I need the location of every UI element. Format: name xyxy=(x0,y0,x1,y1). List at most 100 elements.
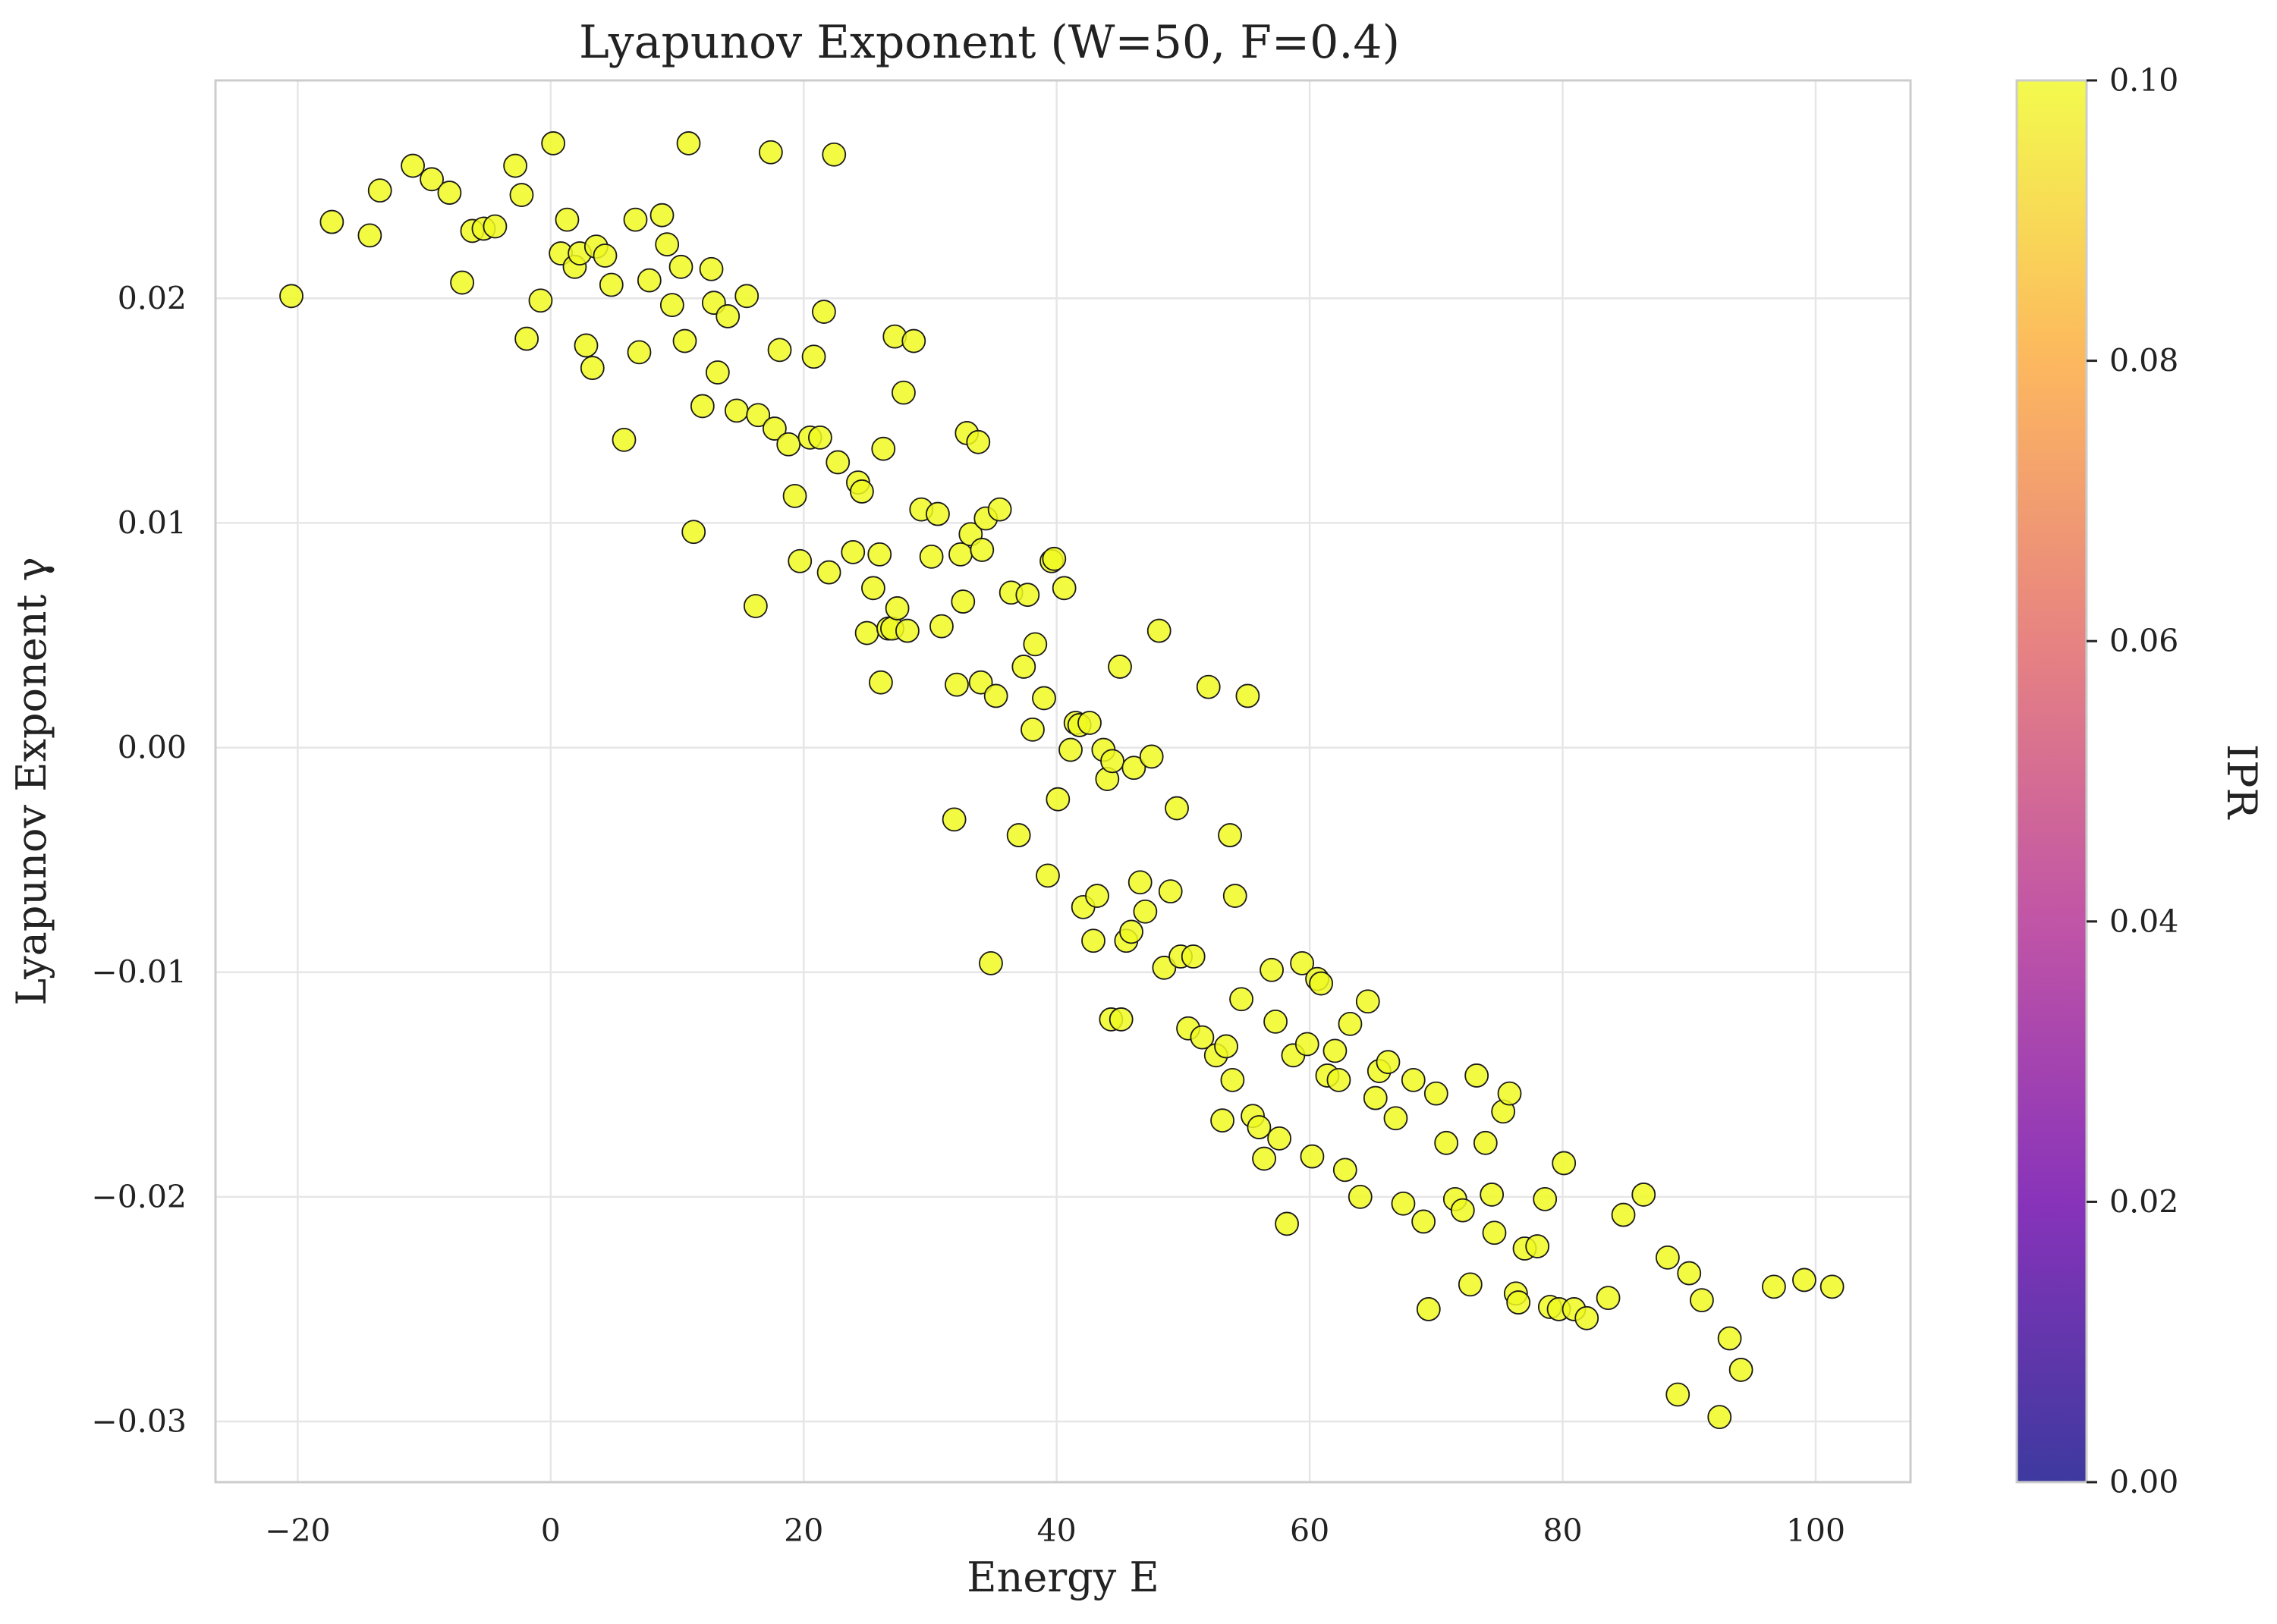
scatter-point xyxy=(758,140,783,165)
plot-background xyxy=(215,80,1911,1482)
scatter-point xyxy=(861,576,885,601)
scatter-point xyxy=(1133,899,1158,924)
scatter-point xyxy=(1707,1405,1732,1430)
scatter-point xyxy=(776,432,801,457)
scatter-point xyxy=(812,300,836,324)
plot-frame xyxy=(214,79,1912,1484)
scatter-point xyxy=(1506,1290,1531,1315)
scatter-point xyxy=(919,544,944,569)
scatter-point xyxy=(705,360,730,385)
scatter-point xyxy=(869,670,893,695)
scatter-point xyxy=(357,223,382,248)
scatter-point xyxy=(987,497,1012,522)
scatter-point xyxy=(850,479,874,504)
scatter-point xyxy=(1322,1038,1348,1063)
scatter-point xyxy=(867,542,892,567)
scatter-point xyxy=(1290,950,1314,975)
scatter-point xyxy=(767,338,792,363)
scatter-point xyxy=(1552,1151,1577,1176)
scatter-point xyxy=(841,540,866,564)
scatter-point xyxy=(1717,1326,1742,1351)
scatter-point xyxy=(1121,755,1146,781)
scatter-point xyxy=(668,254,693,279)
y-tick-label: 0.02 xyxy=(118,280,187,316)
scatter-point xyxy=(1464,1063,1489,1088)
scatter-point xyxy=(1596,1286,1621,1311)
scatter-point xyxy=(1220,1067,1245,1092)
scatter-point xyxy=(970,538,995,562)
scatter-point xyxy=(528,288,553,313)
colorbar-label: IPR xyxy=(2218,744,2266,820)
scatter-point xyxy=(1355,989,1380,1014)
scatter-point xyxy=(1181,944,1206,969)
scatter-point xyxy=(1267,1126,1291,1151)
scatter-point xyxy=(983,683,1008,708)
y-tick-label: 0.01 xyxy=(118,504,187,541)
scatter-point xyxy=(1081,928,1105,953)
scatter-point xyxy=(1229,987,1253,1012)
scatter-point xyxy=(1152,955,1177,980)
scatter-point xyxy=(437,181,462,205)
scatter-point xyxy=(1525,1234,1550,1258)
scatter-point xyxy=(509,183,534,207)
scatter-point xyxy=(1762,1274,1786,1299)
scatter-point xyxy=(1294,1032,1319,1057)
colorbar-tick-label: 0.00 xyxy=(2109,1464,2178,1500)
scatter-point xyxy=(808,425,832,450)
scatter-point xyxy=(672,328,697,353)
colorbar xyxy=(2015,79,2088,1484)
scatter-point xyxy=(1348,1184,1373,1209)
scatter-point xyxy=(1109,1007,1134,1032)
scatter-point xyxy=(1376,1050,1401,1075)
scatter-point xyxy=(1332,1158,1357,1183)
scatter-point xyxy=(1401,1067,1426,1092)
scatter-point xyxy=(1235,683,1260,708)
colorbar-tick-label: 0.02 xyxy=(2109,1183,2178,1220)
scatter-point xyxy=(1100,749,1124,774)
scatter-point xyxy=(401,153,425,178)
scatter-point xyxy=(1458,1272,1483,1297)
scatter-point xyxy=(945,672,969,697)
colorbar-tick-label: 0.10 xyxy=(2109,62,2178,99)
scatter-point xyxy=(1480,1183,1505,1207)
scatter-point xyxy=(623,207,648,232)
scatter-point xyxy=(593,243,618,268)
scatter-point xyxy=(599,272,624,297)
scatter-point xyxy=(483,214,508,239)
scatter-point xyxy=(1497,1081,1522,1106)
scatter-point xyxy=(822,142,847,167)
scatter-point xyxy=(948,542,973,567)
scatter-point xyxy=(1819,1274,1845,1299)
y-axis-ticks: −0.03 −0.02 −0.01 0.00 0.01 0.02 xyxy=(91,280,187,1440)
scatter-point xyxy=(1011,655,1036,679)
scatter-point xyxy=(612,427,637,452)
scatter-point xyxy=(659,293,684,318)
scatter-point xyxy=(929,614,954,639)
scatter-point xyxy=(1656,1245,1680,1270)
scatter-point xyxy=(734,284,760,309)
y-axis-label: Lyapunov Exponent γ xyxy=(8,557,55,1006)
scatter-point xyxy=(1728,1358,1753,1382)
x-tick-label: 80 xyxy=(1543,1512,1582,1549)
scatter-point xyxy=(690,394,715,419)
scatter-point xyxy=(942,807,967,832)
scatter-point xyxy=(637,268,662,293)
scatter-point xyxy=(1434,1130,1459,1155)
scatter-point xyxy=(1036,863,1060,888)
x-tick-label: 40 xyxy=(1037,1512,1077,1549)
x-tick-label: 60 xyxy=(1290,1512,1329,1549)
scatter-point xyxy=(1046,787,1071,812)
scatter-point xyxy=(1021,717,1045,742)
scatter-point xyxy=(762,416,787,441)
scatter-point xyxy=(1222,884,1247,908)
scatter-point xyxy=(926,501,950,526)
scatter-point xyxy=(1309,971,1334,996)
scatter-point xyxy=(1482,1220,1507,1245)
scatter-point xyxy=(699,256,724,281)
chart-title: Lyapunov Exponent (W=50, F=0.4) xyxy=(579,16,1400,69)
scatter-point xyxy=(743,594,768,618)
scatter-point xyxy=(420,167,444,192)
scatter-point xyxy=(782,483,807,508)
scatter-point xyxy=(1139,744,1164,769)
scatter-point xyxy=(1792,1267,1816,1293)
